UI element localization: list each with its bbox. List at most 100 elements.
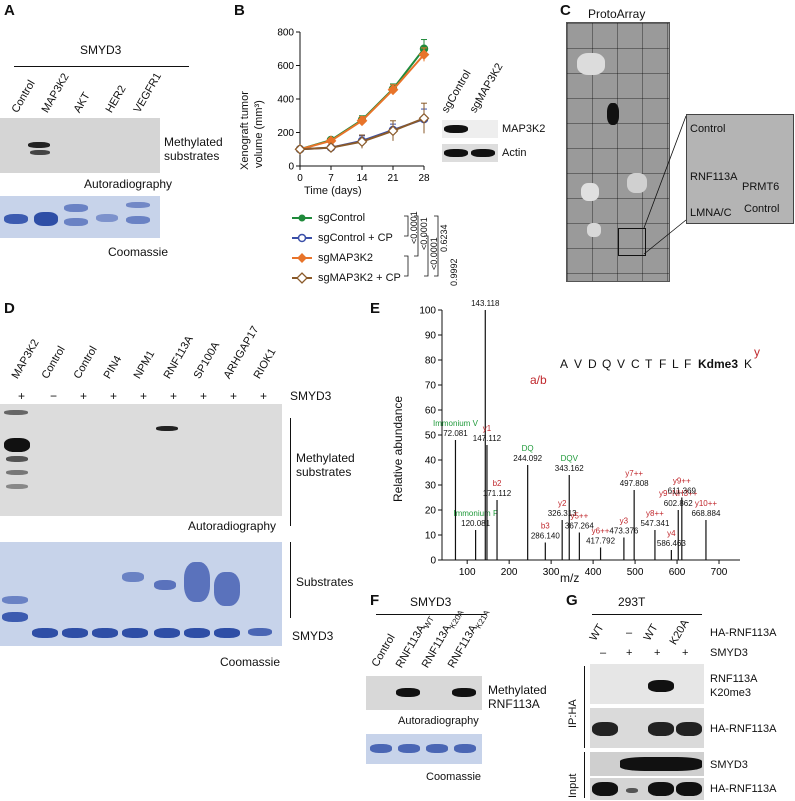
- data-point: [387, 84, 399, 96]
- data-point: [356, 115, 368, 127]
- peptide-sequence: A V D Q V C T F L F Kdme3 K a/b y: [530, 345, 790, 386]
- peak-mz-label: 497.808: [620, 479, 649, 488]
- peak-mz-label: 143.118: [471, 300, 500, 308]
- residue-3: D: [588, 357, 597, 371]
- ms-y-tick-label: 20: [425, 506, 437, 517]
- peak-ion-label: y4: [667, 529, 676, 538]
- panel-b-wb-row-2: Actin: [502, 147, 527, 159]
- residue-12: K: [744, 357, 753, 371]
- panel-c-label: C: [560, 2, 571, 19]
- peak-ion-label: Immonium V: [433, 419, 479, 428]
- panel-d-lane-3: Control: [71, 344, 100, 381]
- protoarray-zoom-lines: [643, 115, 687, 255]
- panel-g-blot-label-5: HA-RNF113A: [710, 783, 777, 795]
- panel-g-blot-k20me3: [590, 664, 704, 704]
- panel-a-label-meth-1: Methylated: [164, 135, 223, 149]
- x-tick-label: 7: [328, 173, 334, 184]
- peak-ion-label: b2: [493, 479, 502, 488]
- peak-ion-label: b3: [541, 522, 550, 531]
- panel-a-lane-5: VEGFR1: [131, 70, 165, 115]
- ms-y-tick-label: 80: [425, 356, 437, 367]
- panel-d-sign-8: +: [230, 389, 238, 403]
- x-tick-label: 14: [356, 173, 368, 184]
- ab-ion-label: a/b: [530, 373, 547, 387]
- pvalue-4: 0.6234: [439, 224, 449, 252]
- panel-d-label-substrates: Substrates: [296, 575, 354, 589]
- panel-b-legend: sgControl sgControl + CP sgMAP3K2 sgMAP3…: [290, 210, 440, 290]
- ms-y-tick-label: 100: [419, 306, 436, 317]
- peak-ion-label: y1: [483, 424, 492, 433]
- y-ion-label: y: [754, 345, 760, 359]
- panel-d-lane-1: MAP3K2: [9, 337, 42, 381]
- spot-rnf113a: RNF113A: [690, 171, 738, 183]
- ms-y-tick-label: 60: [425, 406, 437, 417]
- panel-f-coomassie-label: Coomassie: [426, 771, 482, 783]
- ms-x-tick-label: 100: [459, 567, 476, 578]
- ms-y-tick-label: 90: [425, 331, 437, 342]
- panel-g-r2-2: +: [626, 647, 633, 659]
- panel-f-label-2: RNF113A: [488, 697, 540, 711]
- panel-f-label-1: Methylated: [488, 683, 547, 697]
- peak-mz-label: 602.862: [664, 499, 693, 508]
- panel-a-autorad-blot: [0, 118, 160, 173]
- ms-y-tick-label: 40: [425, 456, 437, 467]
- ms-x-tick-label: 300: [543, 567, 560, 578]
- spot-control-2: Control: [744, 203, 780, 215]
- panel-g-r2-label: SMYD3: [710, 647, 748, 659]
- y-tick-label: 200: [277, 128, 294, 139]
- panel-g-cell-line: [592, 614, 702, 615]
- ms-y-tick-label: 50: [425, 431, 437, 442]
- panel-f-autorad-label: Autoradiography: [398, 715, 479, 727]
- panel-b-wb-lane-2: sgMAP3K2: [467, 61, 506, 115]
- peak-ion-label: y9−NH3++: [659, 489, 698, 498]
- panel-f-autorad-blot: [366, 676, 482, 710]
- spot-lmnac: LMNA/C: [690, 207, 732, 219]
- peak-mz-label: 611.369: [668, 487, 697, 496]
- peak-ion-label: y2: [558, 499, 567, 508]
- panel-d-label-smyd3: SMYD3: [292, 629, 334, 643]
- pvalue-3: <0.0001: [429, 237, 439, 270]
- panel-a-enzyme: SMYD3: [80, 43, 122, 57]
- legend-sgmap3k2: sgMAP3K2: [318, 252, 374, 264]
- peak-ion-label: y6++: [592, 527, 610, 536]
- panel-a-lane-3: AKT: [71, 90, 93, 115]
- panel-g-blot-label-1: RNF113A: [710, 673, 758, 685]
- ms-x-tick-label: 700: [711, 567, 728, 578]
- panel-g-blot-label-3: HA-RNF113A: [710, 723, 777, 735]
- panel-d-lane-5: NPM1: [131, 348, 158, 381]
- protoarray-zoom-inset: [686, 114, 794, 224]
- residue-5: V: [617, 357, 626, 371]
- peak-mz-label: 586.463: [657, 539, 686, 548]
- data-point: [418, 49, 430, 60]
- data-point: [356, 136, 368, 148]
- peak-ion-label: y10++: [695, 499, 718, 508]
- panel-d-sign-6: +: [170, 389, 178, 403]
- panel-e-xlabel: m/z: [560, 571, 580, 585]
- panel-b-xlabel: Time (days): [304, 185, 362, 197]
- peak-mz-label: 286.140: [531, 532, 560, 541]
- ms-y-tick-label: 0: [430, 556, 436, 567]
- panel-g-ip-bracket: [584, 666, 585, 748]
- y-tick-label: 600: [277, 61, 294, 72]
- panel-d-lane-2: Control: [39, 344, 68, 381]
- peak-mz-label: 547.341: [640, 519, 669, 528]
- panel-f-coomassie-gel: [366, 734, 482, 764]
- panel-g-r1-4: K20A: [667, 617, 692, 647]
- panel-b-pvalue-brackets: [404, 215, 439, 277]
- panel-g-r1-2: –: [626, 627, 633, 639]
- panel-e-ylabel: Relative abundance: [391, 395, 405, 502]
- x-tick-label: 0: [297, 173, 303, 184]
- panel-g-blot-smyd3: [590, 752, 704, 776]
- panel-g-r1-1: WT: [587, 622, 607, 643]
- data-point: [325, 135, 337, 147]
- panel-g-input-bracket: [584, 752, 585, 798]
- panel-a-autorad-label: Autoradiography: [84, 177, 173, 191]
- data-point: [387, 125, 399, 137]
- peak-ion-label: y7++: [625, 469, 643, 478]
- panel-b-wb-map3k2: [442, 120, 498, 138]
- peak-ion-label: DQ: [522, 444, 534, 453]
- protoarray-zoom-box: [618, 228, 646, 256]
- panel-d-label-meth-1: Methylated: [296, 451, 355, 465]
- residue-7: T: [645, 357, 653, 371]
- peak-mz-label: 326.313: [548, 509, 577, 518]
